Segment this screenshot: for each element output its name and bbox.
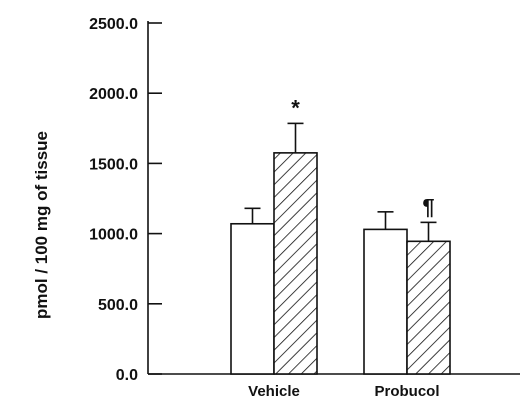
x-category-label: Vehicle bbox=[248, 383, 300, 400]
y-ticks: 0.0 500.0 1000.0 1500.0 2000.0 2500.0 bbox=[89, 16, 162, 384]
labels: Vehicle Probucol * ¶ bbox=[248, 95, 439, 400]
significance-marker: ¶ bbox=[422, 194, 434, 219]
x-category-label: Probucol bbox=[374, 383, 439, 400]
bar-hatched-0 bbox=[273, 152, 318, 375]
bar-hatched-1 bbox=[406, 240, 451, 375]
y-tick-label: 0.0 bbox=[116, 367, 138, 384]
significance-marker: * bbox=[291, 95, 300, 120]
y-tick-label: 2000.0 bbox=[89, 86, 138, 103]
y-tick-label: 1500.0 bbox=[89, 156, 138, 173]
bar-open-1 bbox=[363, 228, 408, 375]
y-tick-label: 1000.0 bbox=[89, 227, 138, 244]
bar-open-0 bbox=[230, 222, 275, 375]
axes bbox=[147, 21, 520, 375]
y-axis-label: pmol / 100 mg of tissue bbox=[32, 131, 51, 319]
bars bbox=[230, 122, 451, 375]
y-tick-label: 2500.0 bbox=[89, 16, 138, 33]
y-tick-label: 500.0 bbox=[98, 297, 138, 314]
